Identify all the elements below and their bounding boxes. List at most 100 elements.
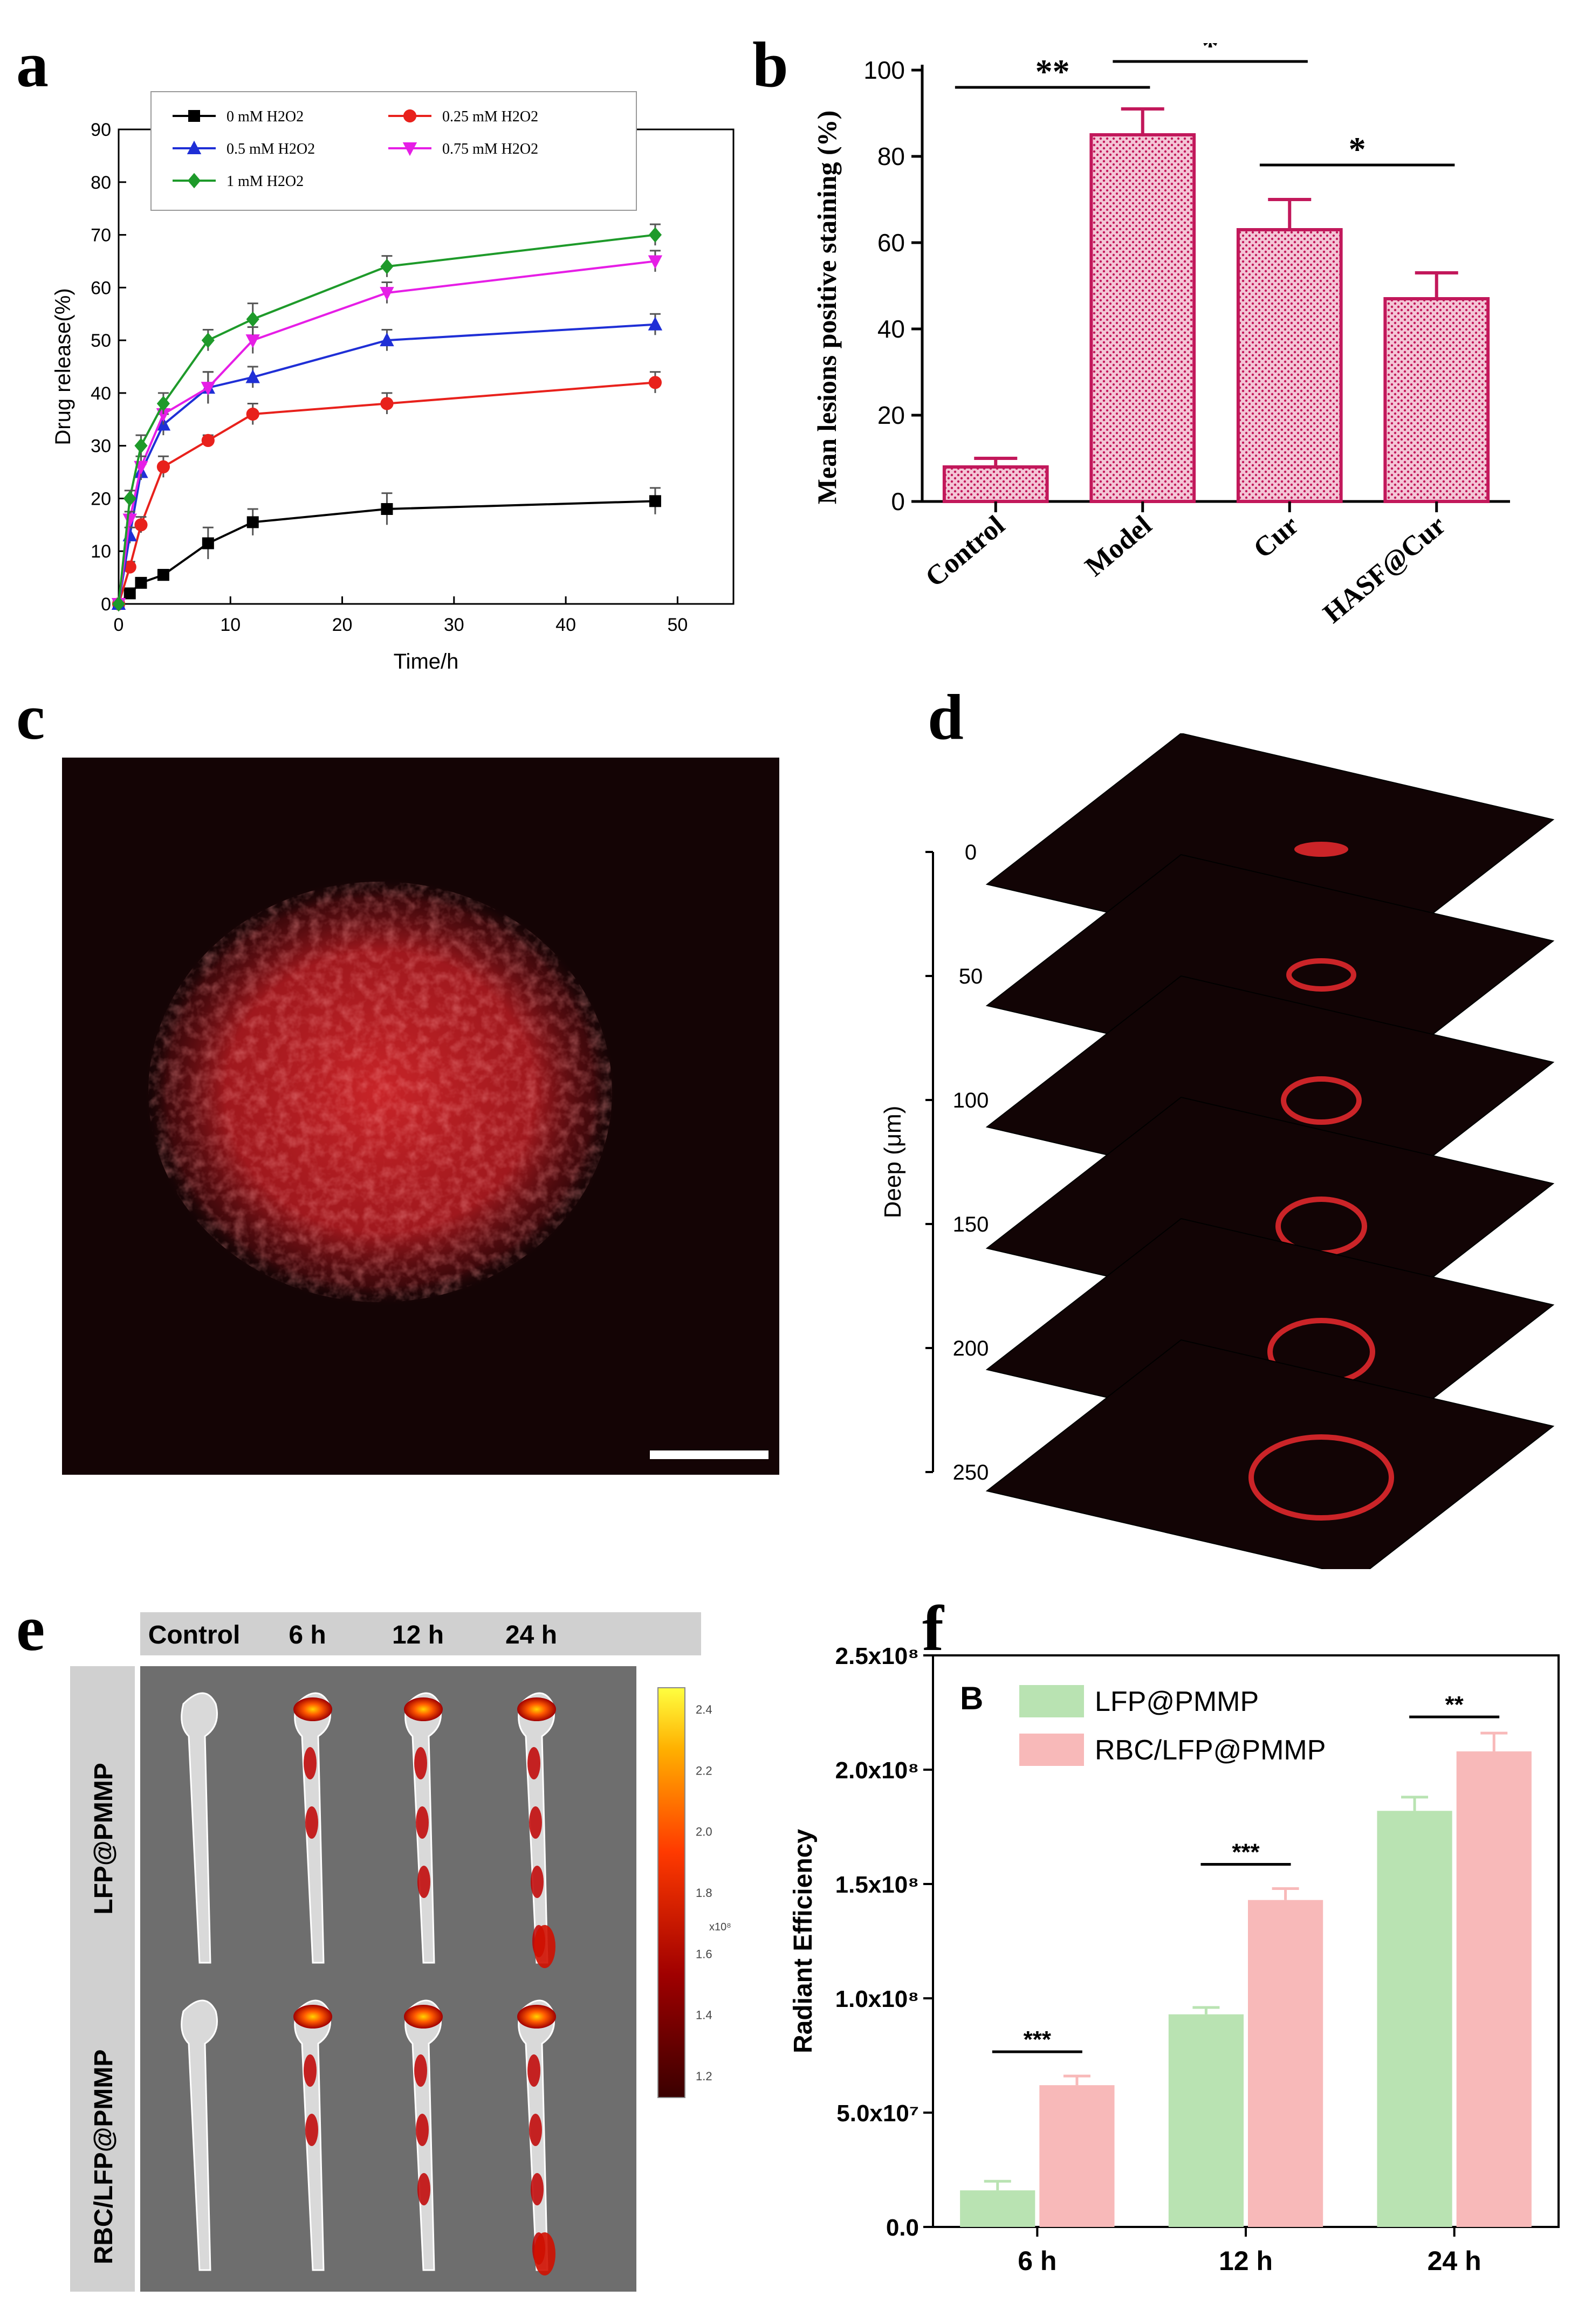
y-tick-label: 0.0	[886, 2215, 919, 2241]
series-line	[118, 381, 656, 604]
fluorescence-signal	[304, 1747, 317, 1779]
depth-tick-label: 0	[965, 841, 977, 864]
x-tick-label: 40	[555, 615, 576, 635]
y-axis-label: Radiant Efficiency	[789, 1829, 818, 2053]
panel-e-ivis-image: Control 6 h 12 h 24 h LFP@PMMP RBC/LFP@PMMP 2.…	[70, 1612, 731, 2292]
marker-square	[188, 110, 200, 122]
y-tick-label: 1.5x10⁸	[835, 1872, 919, 1898]
x-tick-label: 12 h	[1219, 2246, 1273, 2276]
fluorescence-signal	[529, 2114, 542, 2146]
panel-label-f: f	[922, 1592, 944, 1664]
legend-label: RBC/LFP@PMMP	[1095, 1735, 1326, 1766]
marker-triangle-up	[245, 369, 260, 383]
marker-square	[381, 503, 393, 515]
bar	[1089, 133, 1196, 503]
y-tick-label: 0	[101, 594, 111, 615]
colorbar	[657, 1687, 685, 2098]
panel-d-z-stack: 0 50 100 150 200 250 Deep (μm)	[880, 733, 1555, 1569]
depth-axis-label: Deep (μm)	[880, 1106, 906, 1219]
marker-circle	[648, 376, 662, 389]
legend-box	[150, 91, 637, 211]
fluorescence-signal	[527, 2054, 540, 2087]
z-slice	[985, 1339, 1555, 1569]
bar	[960, 2190, 1035, 2227]
marker-square	[123, 587, 136, 600]
x-tick-label: Model	[1079, 510, 1157, 583]
bar	[1383, 297, 1490, 503]
legend-label: 1 mM H2O2	[227, 173, 304, 190]
y-tick-label: 2.5x10⁸	[835, 1645, 919, 1669]
legend-label: 0.75 mM H2O2	[442, 141, 538, 157]
fluorescence-signal	[304, 2054, 317, 2087]
y-tick-label: 0	[891, 487, 905, 515]
panel-c-fluorescence-image	[62, 758, 779, 1475]
legend-label: 0.5 mM H2O2	[227, 141, 315, 157]
depth-tick-label: 150	[953, 1213, 989, 1236]
x-tick-label: 30	[444, 615, 464, 635]
fluorescence-spot	[1294, 842, 1348, 857]
x-tick-label: 24 h	[1428, 2246, 1481, 2276]
scale-bar	[650, 1450, 769, 1459]
marker-triangle-down	[201, 382, 216, 396]
marker-diamond	[380, 258, 394, 274]
y-tick-label: 100	[863, 56, 905, 84]
column-header: Control	[148, 1621, 241, 1649]
fluorescence-signal	[534, 1925, 555, 1968]
bar	[1248, 1900, 1323, 2227]
series-line	[118, 260, 656, 604]
y-tick-label: 40	[91, 383, 111, 404]
fluorescence-signal	[531, 2173, 544, 2205]
x-tick-label: HASF@Cur	[1318, 510, 1452, 629]
colorbar-tick-label: 1.2	[696, 2069, 712, 2083]
aorta-tissue	[181, 1999, 218, 2271]
marker-diamond	[201, 332, 215, 348]
marker-circle	[123, 560, 136, 574]
marker-diamond	[156, 396, 170, 411]
marker-triangle-down	[380, 287, 394, 301]
colorbar-tick-label: 2.2	[696, 1764, 712, 1777]
depth-tick-label: 250	[953, 1461, 989, 1484]
aorta-tissue	[181, 1692, 218, 1964]
column-header: 12 h	[392, 1621, 444, 1649]
colorbar-tick-label: 1.4	[696, 2009, 712, 2022]
y-tick-label: 80	[877, 142, 905, 170]
marker-circle	[201, 434, 215, 447]
y-tick-label: 20	[91, 489, 111, 509]
row-header: LFP@PMMP	[90, 1763, 118, 1914]
fluorescence-signal	[404, 1697, 443, 1721]
legend-swatch	[1019, 1734, 1084, 1766]
bar	[942, 465, 1049, 503]
scale-bar	[1416, 1561, 1453, 1566]
y-tick-label: 2.0x10⁸	[835, 1757, 919, 1784]
fluorescence-signal	[293, 2005, 332, 2029]
image-background	[140, 1666, 636, 2292]
marker-square	[649, 495, 661, 507]
marker-square	[202, 537, 214, 549]
series-line	[118, 233, 656, 604]
x-tick-label: Cur	[1248, 510, 1305, 565]
marker-circle	[134, 518, 148, 532]
significance-label: *	[1202, 43, 1219, 65]
panel-tag: B	[960, 1680, 983, 1716]
panel-label-a: a	[16, 29, 49, 100]
marker-circle	[156, 460, 170, 473]
marker-triangle-down	[122, 513, 137, 527]
x-tick-label: 20	[332, 615, 353, 635]
legend-label: 0 mM H2O2	[227, 108, 304, 125]
fluorescence-signal	[517, 2005, 556, 2029]
colorbar-tick-label: 2.0	[696, 1825, 712, 1839]
column-header: 24 h	[505, 1621, 557, 1649]
fluorescence-signal	[416, 1806, 429, 1839]
fluorescence-ring	[1286, 958, 1356, 992]
marker-diamond	[246, 311, 259, 327]
marker-triangle-up	[187, 140, 202, 154]
x-tick-label: 10	[220, 615, 241, 635]
fluorescence-signal	[534, 2232, 555, 2275]
marker-square	[246, 516, 259, 528]
row-header-bar	[70, 1666, 135, 2292]
marker-diamond	[648, 227, 662, 243]
depth-tick-label: 100	[953, 1089, 989, 1112]
fluorescence-signal	[416, 2114, 429, 2146]
fluorescence-signal	[305, 2114, 318, 2146]
x-tick-label: 0	[114, 615, 124, 635]
